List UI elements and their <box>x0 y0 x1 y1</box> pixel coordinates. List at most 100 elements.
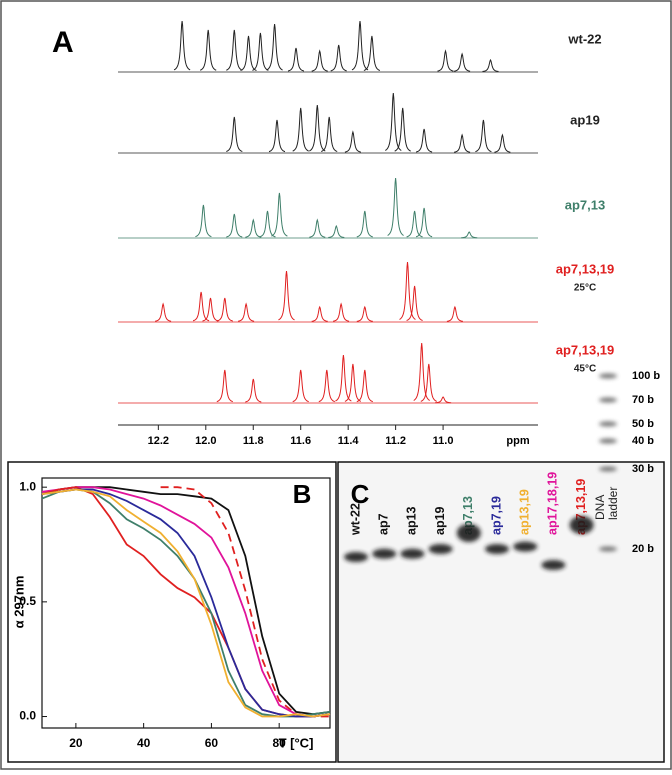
y-tick-label: 1.0 <box>19 479 36 493</box>
spectrum-peak <box>309 104 326 152</box>
spectrum-peak <box>195 204 212 238</box>
spectrum-peak <box>266 23 283 71</box>
lane-label: ap19 <box>433 506 447 535</box>
spectrum-peak <box>363 35 381 71</box>
spectrum-peak <box>406 285 423 321</box>
x-tick-label: 80 <box>272 736 286 750</box>
spectrum-peak <box>226 29 243 71</box>
spectrum-peak <box>435 396 452 404</box>
spectrum-note: 25°C <box>574 283 596 294</box>
gel-band <box>513 541 538 552</box>
gel-band <box>541 560 566 570</box>
spectrum-peak <box>394 107 411 152</box>
spectrum-peak <box>475 119 492 153</box>
spectrum-peak <box>494 133 511 153</box>
spectrum-note: 45°C <box>574 364 596 375</box>
ladder-size-label: 100 b <box>632 370 660 382</box>
spectrum-peak <box>356 369 373 403</box>
y-tick-label: 0.5 <box>19 594 36 608</box>
spectrum-peak <box>328 224 345 238</box>
lane-label: ap7 <box>376 513 390 535</box>
spectrum-peak <box>420 363 437 402</box>
y-tick-label: 0.0 <box>19 709 36 723</box>
gel-band <box>456 524 481 542</box>
spectrum-peak <box>216 369 233 403</box>
x-tick-label: 11.0 <box>433 435 454 447</box>
x-tick-label: 40 <box>137 736 151 750</box>
spectrum-peak <box>356 210 373 238</box>
x-axis-label: ppm <box>506 435 529 447</box>
ladder-size-label: 40 b <box>632 435 654 447</box>
spectrum-peak <box>245 378 262 403</box>
spectrum-peak <box>155 302 172 322</box>
x-tick-label: 12.2 <box>148 435 169 447</box>
spectrum-peak <box>245 218 262 238</box>
spectrum-peak <box>356 305 373 322</box>
spectrum-peak <box>333 302 350 322</box>
ladder-label: ladder <box>606 487 620 520</box>
x-tick-label: 11.8 <box>243 435 264 447</box>
spectrum-peak <box>446 305 463 322</box>
melting-curve <box>41 486 331 718</box>
spectrum-peak <box>406 210 423 238</box>
gel-band <box>372 548 397 559</box>
spectrum-peak <box>387 177 404 236</box>
spectrum-peak <box>399 261 416 320</box>
spectrum-peak <box>344 130 361 153</box>
spectrum-peak <box>311 305 328 322</box>
x-axis-label: T [°C] <box>279 735 314 750</box>
spectrum-peak <box>413 342 430 401</box>
spectrum-peak <box>437 49 454 72</box>
spectrum-peak <box>311 49 328 72</box>
lane-label: ap13,19 <box>517 489 531 535</box>
x-tick-label: 11.6 <box>290 435 311 447</box>
spectrum-peak <box>482 58 499 72</box>
spectrum-peak <box>278 270 295 321</box>
spectrum-peak <box>252 32 269 71</box>
gel-band <box>400 548 425 559</box>
spectrum-peak <box>292 107 309 152</box>
lane-label: ap7,19 <box>489 496 503 535</box>
ladder-band <box>599 466 617 472</box>
spectrum-peak <box>226 116 243 152</box>
melting-curve <box>41 488 331 718</box>
spectrum-peak <box>318 369 335 403</box>
melting-curve <box>41 488 331 718</box>
gel-band <box>569 516 594 534</box>
x-tick-label: 11.4 <box>338 435 360 447</box>
spectrum-peak <box>292 369 309 403</box>
spectrum-label: wt-22 <box>567 31 601 46</box>
spectrum-peak <box>199 29 217 71</box>
ladder-size-label: 50 b <box>632 418 654 430</box>
ladder-size-label: 20 b <box>632 543 654 555</box>
panel-label: B <box>293 479 312 509</box>
gel-band <box>485 544 509 554</box>
gel-band <box>344 552 368 562</box>
panel-b-frame <box>7 461 337 763</box>
spectrum-peak <box>202 297 219 322</box>
spectrum-peak <box>454 52 471 72</box>
lane-label: wt-22 <box>348 503 362 536</box>
spectrum-peak <box>454 133 471 153</box>
spectrum-peak <box>238 302 255 322</box>
spectrum-peak <box>344 363 362 402</box>
spectrum-label: ap7,13,19 <box>556 261 615 276</box>
spectrum-peak <box>173 20 191 71</box>
spectrum-peak <box>271 192 288 237</box>
spectrum-peak <box>226 213 243 238</box>
ladder-band <box>599 421 617 427</box>
spectrum-peak <box>335 354 352 402</box>
x-tick-label: 11.2 <box>385 435 406 447</box>
ladder-size-label: 30 b <box>632 463 654 475</box>
spectrum-label: ap7,13,19 <box>556 342 615 357</box>
spectrum-peak <box>416 128 433 153</box>
spectrum-peak <box>240 35 257 71</box>
lane-label: ap13 <box>405 506 419 535</box>
y-axis-label: α 297nm <box>11 576 26 629</box>
gel-band <box>428 544 453 554</box>
spectrum-label: ap7,13 <box>565 197 605 212</box>
spectrum-peak <box>268 119 286 153</box>
ladder-band <box>599 397 617 403</box>
lane-label: ap17,18,19 <box>546 472 560 535</box>
